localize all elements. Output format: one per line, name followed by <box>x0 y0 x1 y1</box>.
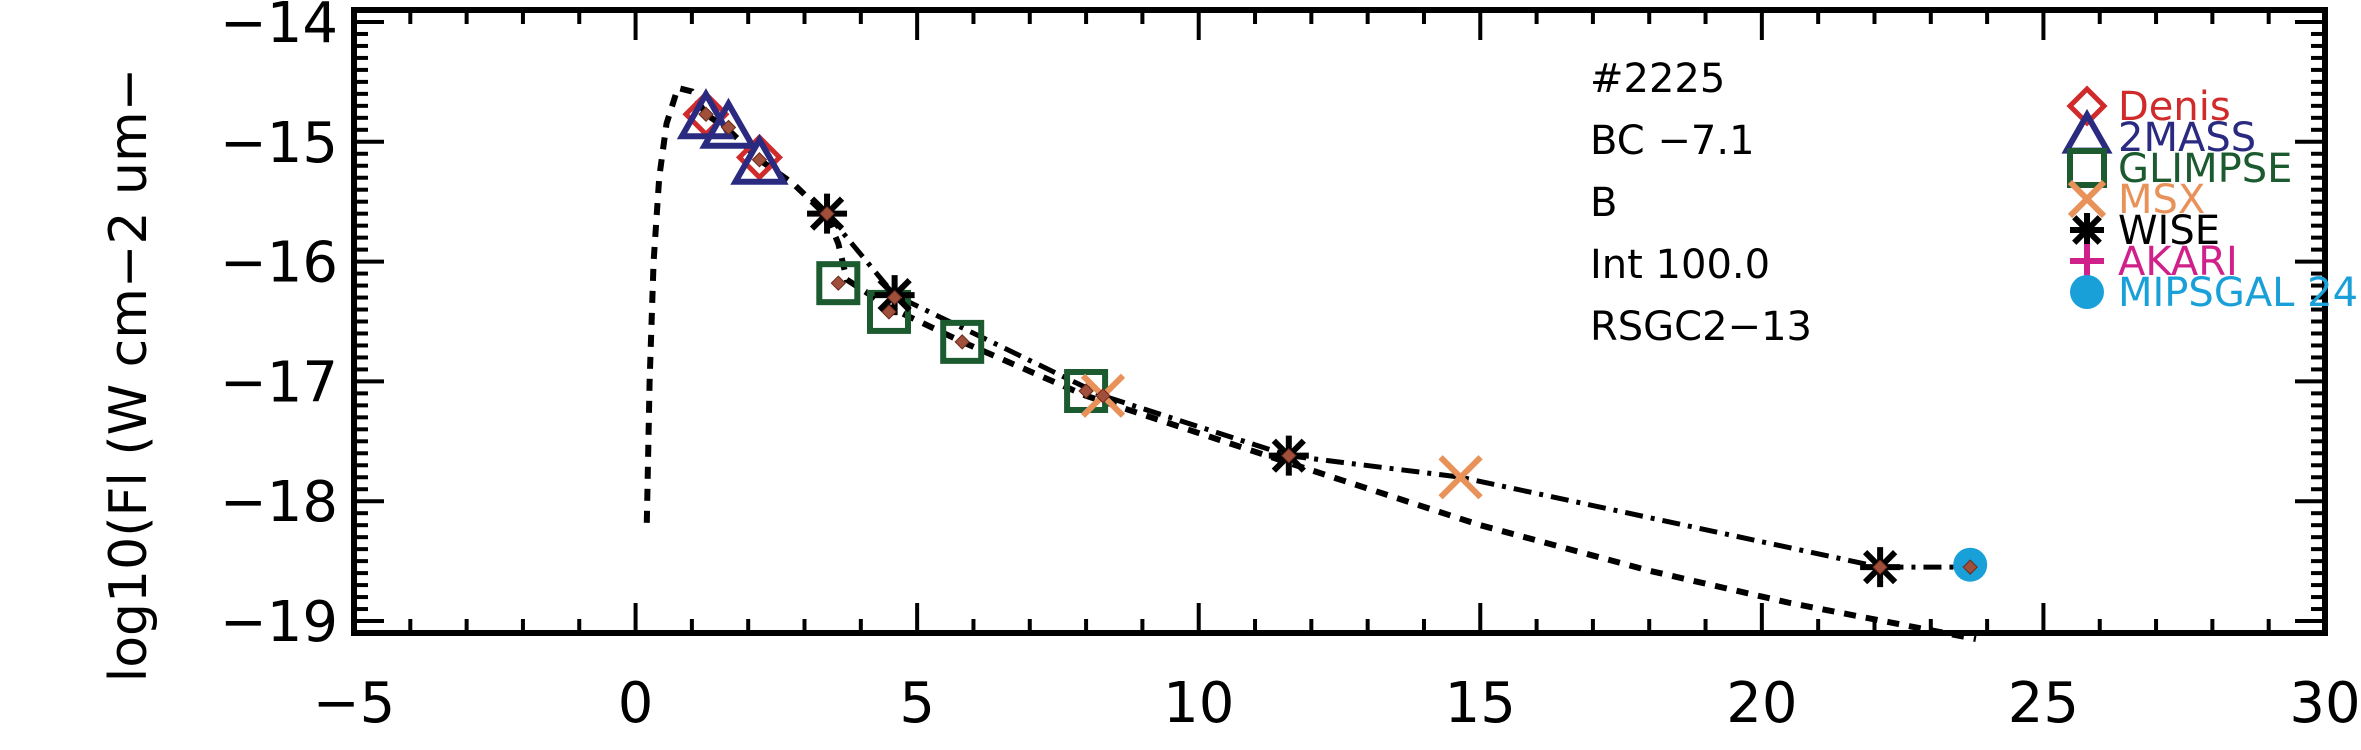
x-tick-label: 20 <box>1726 671 1797 736</box>
annotation-line: Int 100.0 <box>1590 242 1770 288</box>
legend-entry-label: Denis <box>2118 84 2231 130</box>
model-point <box>751 152 768 168</box>
point-denis <box>735 133 783 181</box>
x-tick-labels: −5 0 5 10 15 20 25 30 <box>313 671 2361 736</box>
legend-entry-label: AKARI <box>2118 239 2238 285</box>
y-tick-labels: −14 −15 −16 −17 −18 −19 <box>220 0 338 655</box>
model-point <box>1281 447 1297 464</box>
legend-marker <box>2070 244 2104 278</box>
y-tick-label: −17 <box>220 350 338 415</box>
annotation-line: B <box>1590 180 1617 226</box>
model-point <box>954 334 970 350</box>
legend-entry-label: MIPSGAL 24 <box>2118 270 2358 316</box>
x-tick-label: 5 <box>899 671 935 736</box>
model-point <box>698 106 714 122</box>
annotation-line: BC −7.1 <box>1590 118 1755 164</box>
legend-marker-stroke-b <box>2067 179 2107 219</box>
legend-entry-label: GLIMPSE <box>2118 146 2292 192</box>
x-tick-label: 0 <box>618 671 654 736</box>
model-point <box>1962 559 1978 575</box>
legend-marker <box>2061 108 2113 154</box>
model-point <box>881 304 897 320</box>
y-tick-label: −18 <box>220 470 338 535</box>
data-markers <box>676 88 1988 588</box>
annotation-block: #2225 BC −7.1 B Int 100.0 RSGC2−13 <box>1590 56 1812 350</box>
legend-entry-label: WISE <box>2118 208 2220 254</box>
model-point <box>1095 388 1111 404</box>
model-point <box>830 275 847 291</box>
x-tick-label: 30 <box>2289 671 2360 736</box>
axis-ticks <box>352 8 2327 635</box>
legend-entry-label: MSX <box>2118 177 2205 223</box>
model-point <box>720 119 737 136</box>
legend-marker <box>2070 213 2104 247</box>
x-tick-label: 10 <box>1163 671 1234 736</box>
model-point <box>819 205 835 222</box>
annotation-line: #2225 <box>1590 56 1725 102</box>
point-glimpse <box>940 319 985 364</box>
point-2mass <box>699 97 758 149</box>
point-msx <box>1438 455 1483 500</box>
y-tick-label: −19 <box>220 590 338 655</box>
annotation-line: RSGC2−13 <box>1590 304 1812 350</box>
y-tick-label: −16 <box>220 231 338 296</box>
model-point <box>1872 559 1888 575</box>
model-curve-dashed <box>643 84 1977 642</box>
x-tick-label: 15 <box>1445 671 1516 736</box>
point-glimpse <box>816 261 861 306</box>
point-2mass <box>676 88 736 140</box>
x-tick-label: 25 <box>2008 671 2079 736</box>
point-msx-stroke-b <box>1438 455 1483 500</box>
legend-marker <box>2067 179 2107 219</box>
y-tick-label: −15 <box>220 111 338 176</box>
legend-marker <box>2067 148 2107 188</box>
y-axis-label: log10(Fl (W cm−2 um− <box>99 68 159 682</box>
legend-marker <box>2070 275 2104 309</box>
model-point <box>1078 383 1094 399</box>
model-point <box>886 289 903 306</box>
point-2mass <box>730 133 789 185</box>
legend-entry-label: 2MASS <box>2118 115 2256 161</box>
y-tick-label: −14 <box>220 0 338 56</box>
legend-marker <box>2066 85 2108 127</box>
x-tick-label: −5 <box>313 671 396 736</box>
model-curves <box>643 84 1977 642</box>
model-curve-dashdot <box>825 212 1971 570</box>
